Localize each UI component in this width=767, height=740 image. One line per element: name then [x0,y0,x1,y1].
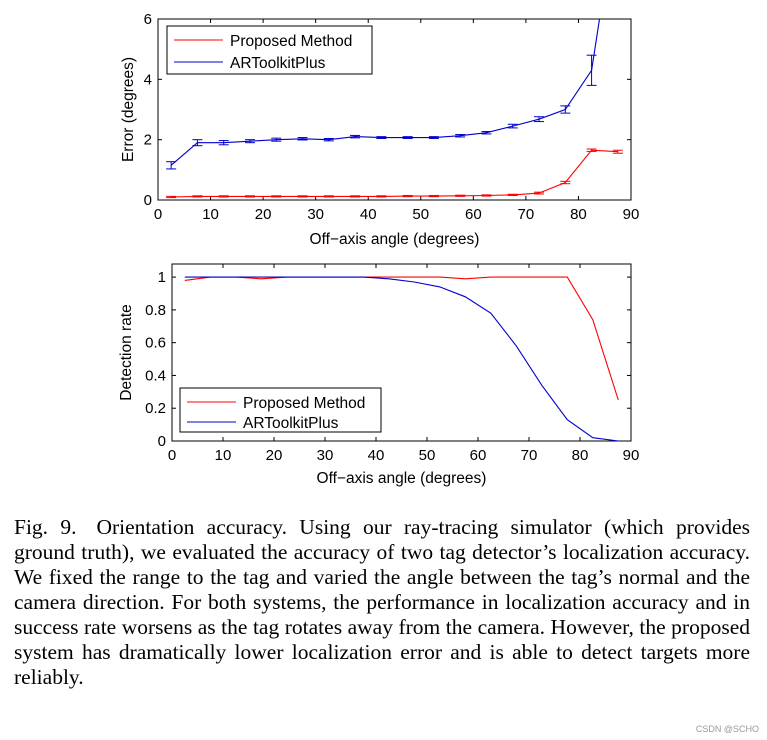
legend-label-proposed-method: Proposed Method [243,395,365,412]
legend-label-proposed-method: Proposed Method [230,33,352,50]
x-tick-label: 40 [360,206,377,223]
figure-caption: Fig. 9. Orientation accuracy. Using our r… [14,515,750,690]
y-tick-label: 0.8 [145,302,166,319]
x-tick-label: 80 [572,447,589,464]
legend-box [179,387,382,433]
watermark: CSDN @SCHO [695,724,759,734]
x-tick-label: 10 [202,206,219,223]
x-tick-label: 50 [419,447,436,464]
y-tick-label: 0.6 [145,335,166,352]
legend-box [166,25,373,75]
y-tick-label: 0 [144,192,152,209]
series-line-proposed-method [184,276,619,401]
legend-label-artoolkitplus: ARToolkitPlus [230,55,326,72]
y-tick-label: 6 [144,11,152,28]
x-tick-label: 30 [317,447,334,464]
series-line-artoolkitplus [170,18,601,166]
x-tick-label: 90 [623,206,640,223]
y-axis-label: Error (degrees) [120,57,137,162]
x-tick-label: 60 [470,447,487,464]
series-line-artoolkitplus [184,276,619,442]
x-tick-label: 60 [465,206,482,223]
x-tick-label: 20 [255,206,272,223]
x-tick-label: 70 [518,206,535,223]
x-tick-label: 70 [521,447,538,464]
y-tick-label: 0 [158,433,166,450]
x-tick-label: 0 [168,447,176,464]
error-chart: 0 10 20 30 40 50 60 70 80 90 0 2 4 6 Off−axis angle (d… [120,11,640,248]
detection-rate-chart: 0 10 20 30 40 50 60 70 80 90 0 0.2 0.4 0.6 0.8 1 Off−axi… [118,263,640,487]
x-axis-label: Off−axis angle (degrees) [317,470,487,487]
x-tick-label: 10 [215,447,232,464]
y-tick-label: 0.2 [145,400,166,417]
plot-frame [171,263,632,442]
x-axis-label: Off−axis angle (degrees) [310,231,480,248]
y-axis-label: Detection rate [118,304,135,401]
plot-frame [157,18,632,201]
x-tick-label: 20 [266,447,283,464]
y-tick-label: 0.4 [145,367,166,384]
x-tick-label: 90 [623,447,640,464]
y-tick-label: 1 [158,269,166,286]
caption-text: Orientation accuracy. Using our ray-trac… [14,515,750,689]
x-tick-label: 40 [368,447,385,464]
x-tick-label: 80 [570,206,587,223]
x-tick-label: 50 [412,206,429,223]
x-tick-label: 0 [154,206,162,223]
figure-label: Fig. 9. [14,515,77,539]
y-tick-label: 2 [144,132,152,149]
x-tick-label: 30 [307,206,324,223]
y-tick-label: 4 [144,71,152,88]
series-line-proposed-method [171,149,618,198]
legend-label-artoolkitplus: ARToolkitPlus [243,415,339,432]
